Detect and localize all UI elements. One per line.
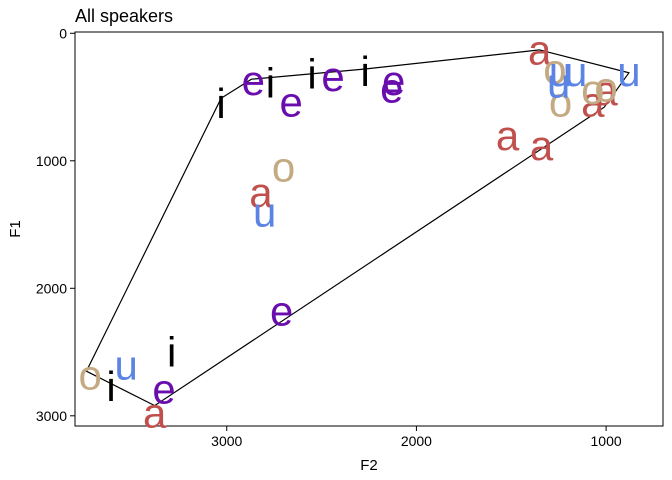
vowel-point-o: o [543, 46, 566, 93]
x-tick-label: 2000 [401, 433, 432, 449]
vowel-point-u: u [115, 341, 138, 388]
vowel-point-u: u [547, 60, 570, 107]
y-tick-label: 0 [59, 25, 67, 41]
x-tick-label: 3000 [211, 433, 242, 449]
y-tick-label: 2000 [36, 280, 67, 296]
vowel-point-e: e [382, 57, 405, 104]
vowel-point-o: o [79, 352, 102, 399]
vowel-point-i: i [167, 329, 176, 376]
chart-title: All speakers [75, 6, 173, 26]
vowel-point-e: e [280, 79, 303, 126]
vowel-point-a: a [249, 169, 273, 216]
vowel-point-o: o [549, 79, 572, 126]
y-axis-title: F1 [7, 220, 24, 238]
vowel-point-u: u [253, 188, 276, 235]
vowel-point-a: a [528, 26, 552, 73]
x-axis: 3000 2000 1000 [211, 426, 622, 449]
vowel-point-a: a [594, 67, 618, 114]
plot-frame [74, 31, 664, 427]
vowel-point-e: e [270, 288, 293, 335]
x-tick-label: 1000 [591, 433, 622, 449]
vowel-point-i: i [361, 48, 370, 95]
vowel-point-a: a [530, 122, 554, 169]
vowel-point-o: o [272, 144, 295, 191]
vowel-point-e: e [242, 57, 265, 104]
vowel-point-e: e [321, 53, 344, 100]
vowel-point-i: i [106, 363, 115, 410]
y-tick-label: 3000 [36, 408, 67, 424]
vowel-space-hull [85, 49, 630, 407]
vowel-point-i: i [216, 80, 225, 127]
y-tick-label: 1000 [36, 153, 67, 169]
vowel-point-u: u [549, 48, 572, 95]
vowel-point-u: u [564, 48, 587, 95]
vowel-point-i: i [266, 60, 275, 107]
vowel-point-u: u [617, 48, 640, 95]
vowel-point-e: e [380, 65, 403, 112]
x-axis-title: F2 [360, 457, 378, 474]
vowel-point-a: a [581, 79, 605, 126]
vowel-point-o: o [581, 66, 604, 113]
vowel-point-o: o [594, 63, 617, 110]
vowel-point-i: i [307, 51, 316, 98]
vowel-point-e: e [152, 366, 175, 413]
y-axis: 0 1000 2000 3000 [36, 25, 75, 424]
vowel-point-a: a [143, 390, 167, 437]
vowel-point-a: a [496, 112, 520, 159]
